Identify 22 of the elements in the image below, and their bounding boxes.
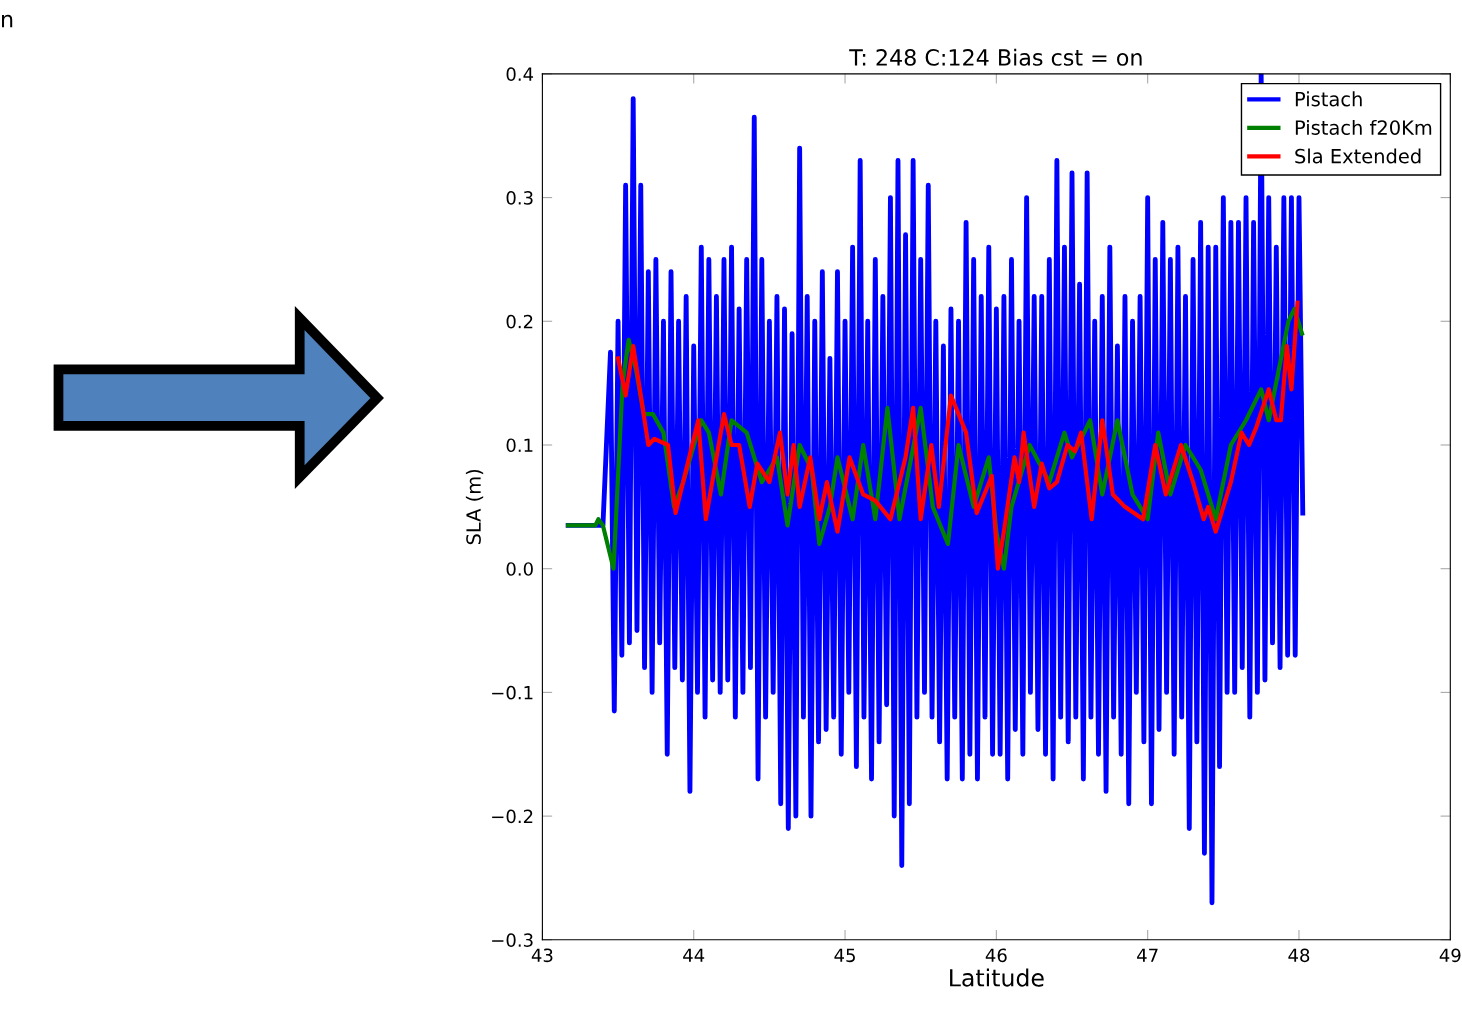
- y-tick-label: 0.3: [506, 191, 533, 205]
- y-tick-label: 0.4: [506, 67, 534, 81]
- y-tick-label: −0.2: [492, 809, 533, 824]
- y-tick-label: −0.3: [492, 933, 533, 947]
- x-tick-label: 43: [531, 948, 553, 963]
- text: n: [2, 14, 13, 28]
- x-tick-label: 49: [1439, 948, 1461, 963]
- y-tick-label: 0.2: [506, 314, 533, 329]
- legend-label: Pistach: [1295, 91, 1362, 107]
- chart-title: T: 248 C:124 Bias cst = on: [849, 48, 1142, 66]
- legend-label: Pistach f20Km: [1295, 119, 1432, 135]
- x-tick-label: 48: [1288, 948, 1310, 963]
- x-axis-title: Latitude: [950, 968, 1044, 987]
- x-tick-label: 44: [683, 948, 705, 962]
- y-axis-title: SLA (m): [465, 469, 484, 545]
- x-tick-label: 47: [1137, 948, 1158, 962]
- legend-label: Sla Extended: [1295, 148, 1421, 164]
- y-tick-label: 0.1: [506, 438, 533, 453]
- x-tick-label: 46: [985, 948, 1007, 963]
- y-tick-label: 0.0: [506, 562, 533, 576]
- x-tick-label: 45: [834, 948, 855, 963]
- y-tick-label: −0.1: [492, 685, 533, 700]
